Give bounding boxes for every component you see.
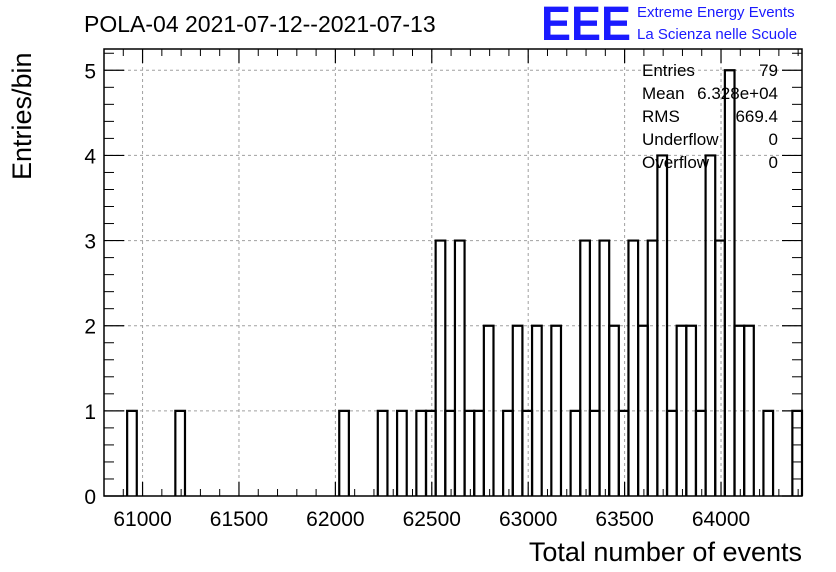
histogram-bin <box>743 324 755 496</box>
histogram-bin <box>395 409 408 496</box>
histogram-bin <box>174 409 187 496</box>
stats-value: 669.4 <box>735 107 778 126</box>
histogram-bin <box>550 324 563 496</box>
stats-label: Mean <box>642 84 685 103</box>
stats-value: 79 <box>759 61 778 80</box>
x-tick-label: 62500 <box>403 508 461 531</box>
histogram-bin <box>598 239 611 496</box>
x-tick-label: 64000 <box>692 508 750 531</box>
histogram-bin <box>453 239 466 496</box>
histogram-bin <box>482 324 495 496</box>
histogram-bin <box>338 409 350 496</box>
x-tick-label: 62000 <box>306 508 364 531</box>
y-tick-label: 0 <box>84 486 96 509</box>
histogram-bin <box>424 409 437 496</box>
histogram-bin <box>588 409 601 496</box>
grid <box>104 49 802 496</box>
x-tick-label: 63500 <box>595 508 653 531</box>
axis-ticks: 61000 61500 62000 62500 63000 63500 64000 0 1 2 3 4… <box>84 49 802 531</box>
histogram-bin <box>694 409 707 496</box>
histogram-bin <box>762 409 775 496</box>
y-tick-label: 2 <box>84 316 96 339</box>
histogram-bin <box>714 239 726 496</box>
histogram-bin <box>530 324 543 496</box>
histogram-bin <box>434 239 447 496</box>
histogram-bin <box>723 69 736 496</box>
stats-label: Entries <box>642 61 695 80</box>
x-tick-label: 61500 <box>210 508 268 531</box>
y-tick-label: 1 <box>84 401 96 424</box>
stats-label: Underflow <box>642 130 719 149</box>
histogram-bin <box>415 409 428 496</box>
x-axis-title: Total number of events <box>529 537 802 567</box>
eee-logo-line1: Extreme Energy Events <box>637 4 795 21</box>
histogram-bin <box>791 409 804 496</box>
histogram-bin <box>617 409 630 496</box>
chart-title: POLA-04 2021-07-12--2021-07-13 <box>84 11 436 37</box>
histogram-bin <box>473 409 485 496</box>
eee-logo-line2: La Scienza nelle Scuole <box>637 26 797 43</box>
histogram-bin <box>656 154 669 496</box>
histogram-bin <box>627 239 640 496</box>
histogram-bin <box>665 409 678 496</box>
histogram-bin <box>502 409 514 496</box>
histogram-bin <box>444 409 457 496</box>
histogram-bin <box>463 409 476 496</box>
histogram-bin <box>376 409 389 496</box>
histogram-bin <box>579 239 592 496</box>
histogram-bin <box>646 239 659 496</box>
y-tick-label: 3 <box>84 231 96 254</box>
stats-box: Entries 79 Mean 6.328e+04 RMS 669.4 Underflow 0… <box>642 61 778 172</box>
x-tick-label: 63000 <box>499 508 557 531</box>
eee-logo-mark: EEE <box>541 0 631 51</box>
histogram-bin <box>569 409 582 496</box>
stats-value: 0 <box>769 153 778 172</box>
eee-logo: EEE Extreme Energy Events La Scienza nel… <box>541 0 797 51</box>
stats-value: 0 <box>769 130 778 149</box>
stats-label: RMS <box>642 107 680 126</box>
histogram-bin <box>126 409 138 496</box>
plot-frame <box>103 48 803 497</box>
y-tick-label: 5 <box>84 60 96 83</box>
histogram-bin <box>521 409 534 496</box>
stats-value: 6.328e+04 <box>697 84 778 103</box>
x-tick-label: 61000 <box>113 508 171 531</box>
y-tick-label: 4 <box>84 145 96 168</box>
y-axis-title: Entries/bin <box>7 52 37 180</box>
histogram-bins <box>126 69 804 496</box>
stats-label: Overflow <box>642 153 710 172</box>
